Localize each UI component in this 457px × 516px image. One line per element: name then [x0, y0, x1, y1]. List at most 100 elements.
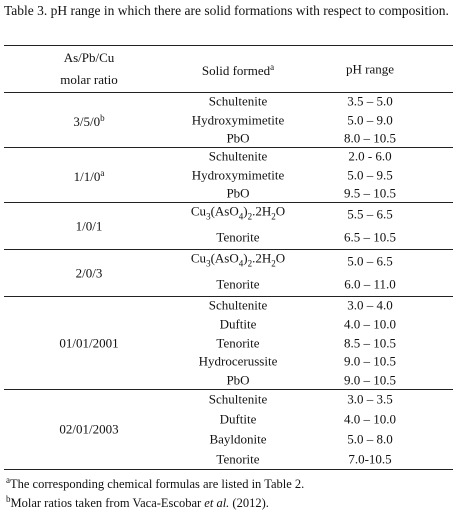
ph-cell: 3.0 – 3.5	[300, 392, 440, 407]
ph-range: 2.0 - 6.0	[348, 148, 392, 164]
solid-text: Tenorite	[216, 335, 260, 350]
ph-range: 4.0 – 10.0	[344, 316, 396, 332]
solid-text: Schultenite	[208, 391, 268, 407]
ratio-cell: 01/01/2001	[4, 335, 174, 350]
solid-text: PbO	[226, 185, 250, 201]
solid-text: )	[243, 250, 248, 266]
solid-cell: Schultenite	[150, 298, 326, 313]
ph-range: 8.0 – 10.5	[344, 130, 396, 146]
ph-cell: 7.0-10.5	[300, 452, 440, 467]
ph-cell: 4.0 – 10.0	[300, 412, 440, 427]
ratio: 01/01/2001	[59, 335, 119, 350]
ph-cell: 4.0 – 10.0	[300, 316, 440, 331]
solid-text: Tenorite	[216, 276, 260, 292]
solid-text: )	[243, 203, 248, 219]
solid-cell: Duftite	[150, 412, 326, 427]
ph-cell: 9.0 – 10.5	[300, 372, 440, 387]
solid-cell: PbO	[150, 185, 326, 200]
solid-cell: Schultenite	[150, 94, 326, 109]
solid-text: O	[275, 250, 286, 266]
ratio-cell: 1/1/0a	[4, 165, 174, 183]
ratio: 1/0/1	[75, 218, 103, 233]
footnote-mark: a	[270, 61, 275, 72]
header-ph: pH range	[300, 62, 440, 77]
ratio-cell: 2/0/3	[4, 265, 174, 280]
solid-text: Duftite	[219, 316, 257, 332]
ph-range: 9.5 – 10.5	[344, 185, 396, 201]
solid-text: Schultenite	[208, 297, 268, 313]
solid-cell: Hydroxymimetite	[150, 112, 326, 127]
ph-range: 3.5 – 5.0	[347, 93, 393, 109]
footnote-text: The corresponding chemical formulas are …	[10, 477, 305, 492]
solid-cell: Tenorite	[150, 277, 326, 292]
solid-text: Hydroxymimetite	[191, 112, 285, 127]
footnote-mark: b	[6, 494, 11, 504]
subscript: 2	[271, 211, 276, 222]
solid-text: .2H	[252, 250, 272, 266]
ph-range: 3.0 – 4.0	[347, 297, 393, 313]
ph-cell: 5.0 – 9.5	[300, 167, 440, 182]
solid-text: Bayldonite	[209, 431, 267, 447]
solid-text: (AsO	[210, 203, 239, 219]
ph-cell: 5.0 – 6.5	[300, 253, 440, 268]
subscript: 2	[271, 258, 276, 269]
header-text: Solid formed	[201, 63, 271, 79]
ph-cell: 5.0 – 8.0	[300, 432, 440, 447]
solid-cell: Tenorite	[150, 230, 326, 245]
solid-text: O	[275, 203, 286, 219]
subscript: 2	[247, 211, 253, 222]
footnote-text: et al.	[204, 496, 230, 511]
ph-range: 4.0 – 10.0	[344, 411, 396, 427]
ph-range: 5.0 – 9.0	[347, 112, 393, 127]
solid-cell: Cu3(AsO4)2.2H2O	[150, 250, 326, 271]
solid-cell: Hydroxymimetite	[150, 167, 326, 182]
solid-text: Cu	[190, 203, 207, 219]
solid-cell: Tenorite	[150, 452, 326, 467]
footnote-mark: b	[100, 112, 105, 123]
solid-cell: Tenorite	[150, 335, 326, 350]
row-rule	[4, 202, 453, 203]
ph-range: 5.0 – 9.5	[347, 167, 393, 182]
subscript: 3	[206, 211, 211, 222]
solid-text: Schultenite	[208, 93, 268, 109]
solid-text: Tenorite	[216, 451, 260, 467]
footnote: aThe corresponding chemical formulas are…	[6, 475, 304, 492]
row-rule	[4, 389, 453, 390]
ph-range: 3.0 – 3.5	[347, 391, 393, 407]
solid-text: Tenorite	[216, 229, 260, 245]
row-rule	[4, 469, 453, 470]
ph-cell: 6.5 – 10.5	[300, 230, 440, 245]
table-title: Table 3. pH range in which there are sol…	[4, 3, 449, 18]
solid-text: Duftite	[219, 411, 257, 427]
ph-range: 5.0 – 8.0	[347, 431, 393, 447]
row-rule	[4, 92, 453, 93]
row-rule	[4, 147, 453, 148]
solid-text: Hydrocerussite	[198, 353, 278, 369]
ph-range: 5.5 – 6.5	[347, 206, 393, 222]
ratio: 3/5/0	[73, 113, 101, 129]
subscript: 4	[238, 258, 244, 269]
solid-cell: PbO	[150, 130, 326, 145]
ph-range: 5.0 – 6.5	[347, 253, 393, 269]
footnote: bMolar ratios taken from Vaca-Escobar et…	[6, 494, 269, 511]
solid-text: PbO	[226, 130, 250, 146]
row-rule	[4, 249, 453, 250]
ratio-cell: 1/0/1	[4, 218, 174, 233]
subscript: 4	[238, 211, 244, 222]
ph-cell: 9.5 – 10.5	[300, 185, 440, 200]
ph-cell: 6.0 – 11.0	[300, 277, 440, 292]
header-line: As/Pb/Cu	[63, 50, 115, 65]
solid-cell: Duftite	[150, 316, 326, 331]
solid-cell: PbO	[150, 372, 326, 387]
ph-range: 9.0 – 10.5	[344, 353, 396, 369]
solid-text: PbO	[226, 372, 250, 388]
subscript: 3	[206, 258, 211, 269]
ratio-cell: 02/01/2003	[4, 422, 174, 437]
solid-text: (AsO	[210, 250, 239, 266]
footnote-mark: a	[100, 167, 105, 178]
ratio-cell: 3/5/0b	[4, 110, 174, 128]
solid-cell: Schultenite	[150, 149, 326, 164]
ph-range: 7.0-10.5	[348, 451, 392, 467]
solid-text: Schultenite	[208, 148, 268, 164]
